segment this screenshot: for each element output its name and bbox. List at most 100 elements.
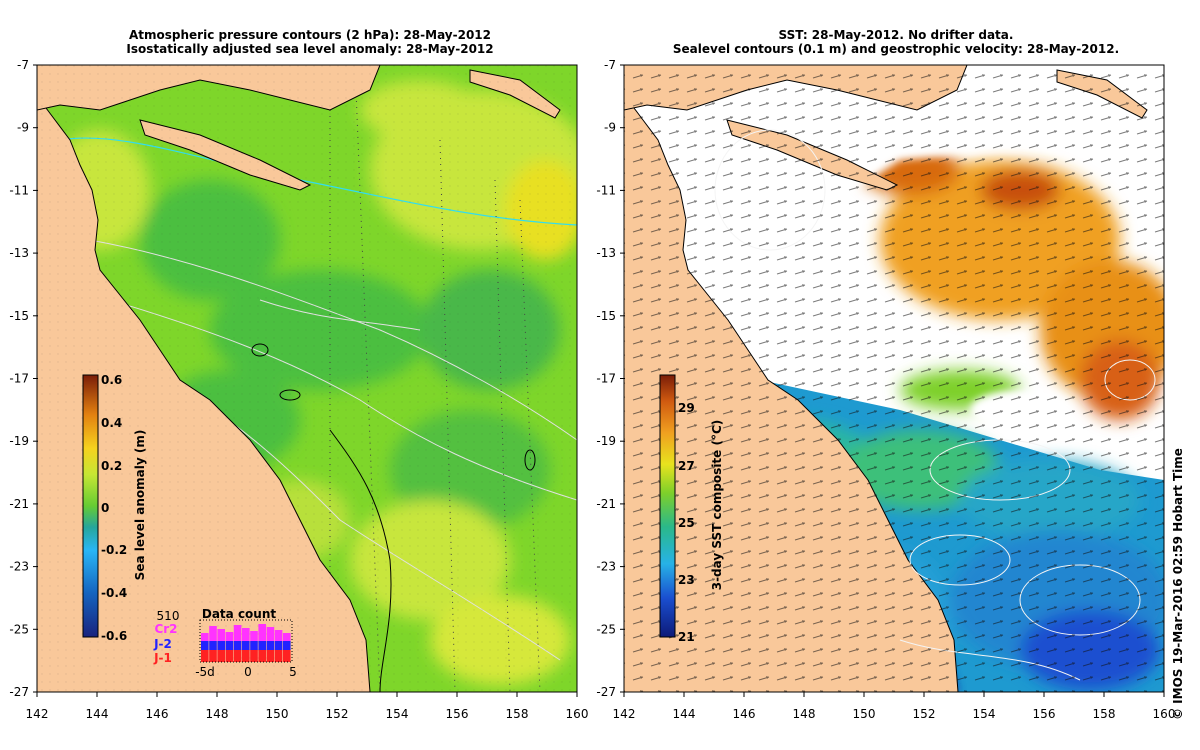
data-count-bar bbox=[201, 641, 209, 650]
left-y-tick-9: -25 bbox=[9, 622, 29, 636]
right-y-tick-4: -15 bbox=[596, 309, 616, 323]
right-x-tick-4: 150 bbox=[853, 707, 876, 721]
left-x-tick-9: 160 bbox=[566, 707, 589, 721]
left-x-tick-7: 156 bbox=[446, 707, 469, 721]
left-title-line2: Isostatically adjusted sea level anomaly… bbox=[126, 42, 494, 56]
right-y-tick-2: -11 bbox=[596, 183, 616, 197]
credit-text: © IMOS 19-Mar-2016 02:59 Hobart Time bbox=[1171, 448, 1185, 720]
sea-level-anomaly-map bbox=[37, 65, 577, 692]
data-count-bar bbox=[209, 641, 217, 650]
data-count-x-label-2: 5 bbox=[289, 665, 297, 679]
right-y-tick-9: -25 bbox=[596, 622, 616, 636]
right-title-line2: Sealevel contours (0.1 m) and geostrophi… bbox=[672, 42, 1120, 56]
data-count-bar bbox=[242, 628, 250, 641]
sst-colorbar bbox=[659, 374, 676, 638]
left-panel-title: Atmospheric pressure contours (2 hPa): 2… bbox=[40, 28, 580, 56]
sst-tick-1: 27 bbox=[678, 459, 695, 473]
left-y-tick-6: -19 bbox=[9, 434, 29, 448]
left-x-tick-2: 146 bbox=[146, 707, 169, 721]
sst-tick-2: 25 bbox=[678, 516, 695, 530]
sla-tick-6: -0.6 bbox=[101, 629, 127, 643]
left-x-tick-4: 150 bbox=[266, 707, 289, 721]
sst-tick-3: 23 bbox=[678, 573, 695, 587]
data-count-bar bbox=[225, 632, 234, 641]
data-count-bar bbox=[250, 650, 258, 662]
left-y-tick-7: -21 bbox=[9, 497, 29, 511]
right-x-tick-9: 160 bbox=[1153, 707, 1176, 721]
sla-data-point-overlay bbox=[37, 65, 577, 692]
data-count-bar bbox=[217, 629, 225, 641]
sst-tick-4: 21 bbox=[678, 630, 695, 644]
right-y-tick-6: -19 bbox=[596, 434, 616, 448]
right-title-line1: SST: 28-May-2012. No drifter data. bbox=[778, 28, 1014, 42]
data-count-bar bbox=[209, 650, 217, 662]
mission-label-cr2: Cr2 bbox=[154, 622, 177, 636]
sla-colorbar bbox=[82, 374, 99, 638]
left-y-tick-1: -9 bbox=[17, 121, 29, 135]
right-x-tick-6: 154 bbox=[973, 707, 996, 721]
data-count-bar bbox=[233, 641, 242, 650]
left-y-tick-3: -13 bbox=[9, 246, 29, 260]
data-count-bar bbox=[266, 627, 275, 641]
data-count-bar bbox=[233, 650, 242, 662]
right-y-tick-7: -21 bbox=[596, 497, 616, 511]
right-x-tick-3: 148 bbox=[793, 707, 816, 721]
right-x-tick-8: 158 bbox=[1093, 707, 1116, 721]
data-count-bar bbox=[274, 630, 283, 641]
data-count-x-label-1: 0 bbox=[244, 665, 252, 679]
sla-tick-4: -0.2 bbox=[101, 543, 127, 557]
sst-map bbox=[624, 65, 1164, 692]
right-y-tick-1: -9 bbox=[604, 121, 616, 135]
left-y-tick-8: -23 bbox=[9, 560, 29, 574]
left-x-tick-3: 148 bbox=[206, 707, 229, 721]
data-count-bar bbox=[283, 650, 291, 662]
sla-colorbar-label: Sea level anomaly (m) bbox=[133, 430, 147, 581]
sla-tick-0: 0.6 bbox=[101, 373, 122, 387]
data-count-bar bbox=[283, 633, 291, 641]
data-count-bar bbox=[233, 625, 242, 641]
data-count-title: Data count bbox=[202, 607, 277, 621]
left-x-tick-1: 144 bbox=[86, 707, 109, 721]
left-x-tick-5: 152 bbox=[326, 707, 349, 721]
left-x-tick-0: 142 bbox=[26, 707, 49, 721]
right-y-axis: -7 -9 -11 -13 -15 -17 -19 -21 -23 -25 -27 bbox=[596, 58, 625, 699]
data-count-bar bbox=[283, 641, 291, 650]
data-count-frame bbox=[199, 619, 293, 663]
sst-colorbar-label: 3-day SST composite (°C) bbox=[710, 420, 724, 591]
sla-tick-2: 0.2 bbox=[101, 459, 122, 473]
data-count-bar bbox=[201, 633, 209, 641]
sla-tick-1: 0.4 bbox=[101, 416, 122, 430]
left-x-axis: 142 144 146 148 150 152 154 156 158 160 bbox=[26, 692, 589, 721]
left-x-tick-8: 158 bbox=[506, 707, 529, 721]
data-count-max-label: 510 bbox=[157, 609, 180, 623]
data-count-bar bbox=[274, 650, 283, 662]
data-count-bar bbox=[274, 641, 283, 650]
data-count-x-label-0: -5d bbox=[195, 665, 215, 679]
right-x-axis: 142 144 146 148 150 152 154 156 158 160 bbox=[613, 692, 1176, 721]
sla-colorbar-ticks: 0.6 0.4 0.2 0 -0.2 -0.4 -0.6 bbox=[101, 373, 127, 643]
data-count-bar bbox=[217, 641, 225, 650]
left-y-tick-2: -11 bbox=[9, 183, 29, 197]
left-x-tick-6: 154 bbox=[386, 707, 409, 721]
data-count-bar bbox=[217, 650, 225, 662]
sla-tick-3: 0 bbox=[101, 501, 109, 515]
right-x-tick-2: 146 bbox=[733, 707, 756, 721]
right-y-tick-3: -13 bbox=[596, 246, 616, 260]
left-y-tick-4: -15 bbox=[9, 309, 29, 323]
data-count-bar bbox=[242, 650, 250, 662]
sla-tick-5: -0.4 bbox=[101, 586, 127, 600]
right-x-tick-5: 152 bbox=[913, 707, 936, 721]
data-count-bars bbox=[201, 624, 291, 662]
left-title-line1: Atmospheric pressure contours (2 hPa): 2… bbox=[128, 28, 491, 42]
sst-colorbar-ticks: 29 27 25 23 21 bbox=[678, 401, 695, 644]
data-count-bar bbox=[225, 641, 234, 650]
data-count-bar bbox=[225, 650, 234, 662]
right-y-tick-0: -7 bbox=[604, 58, 616, 72]
data-count-inset: Data count 510 Cr2 J-2 J-1 -5d 0 5 bbox=[153, 607, 297, 679]
data-count-bar bbox=[258, 624, 266, 641]
right-x-tick-1: 144 bbox=[673, 707, 696, 721]
right-y-tick-10: -27 bbox=[596, 685, 616, 699]
right-y-tick-5: -17 bbox=[596, 372, 616, 386]
geostrophic-velocity-vectors bbox=[624, 65, 1164, 692]
